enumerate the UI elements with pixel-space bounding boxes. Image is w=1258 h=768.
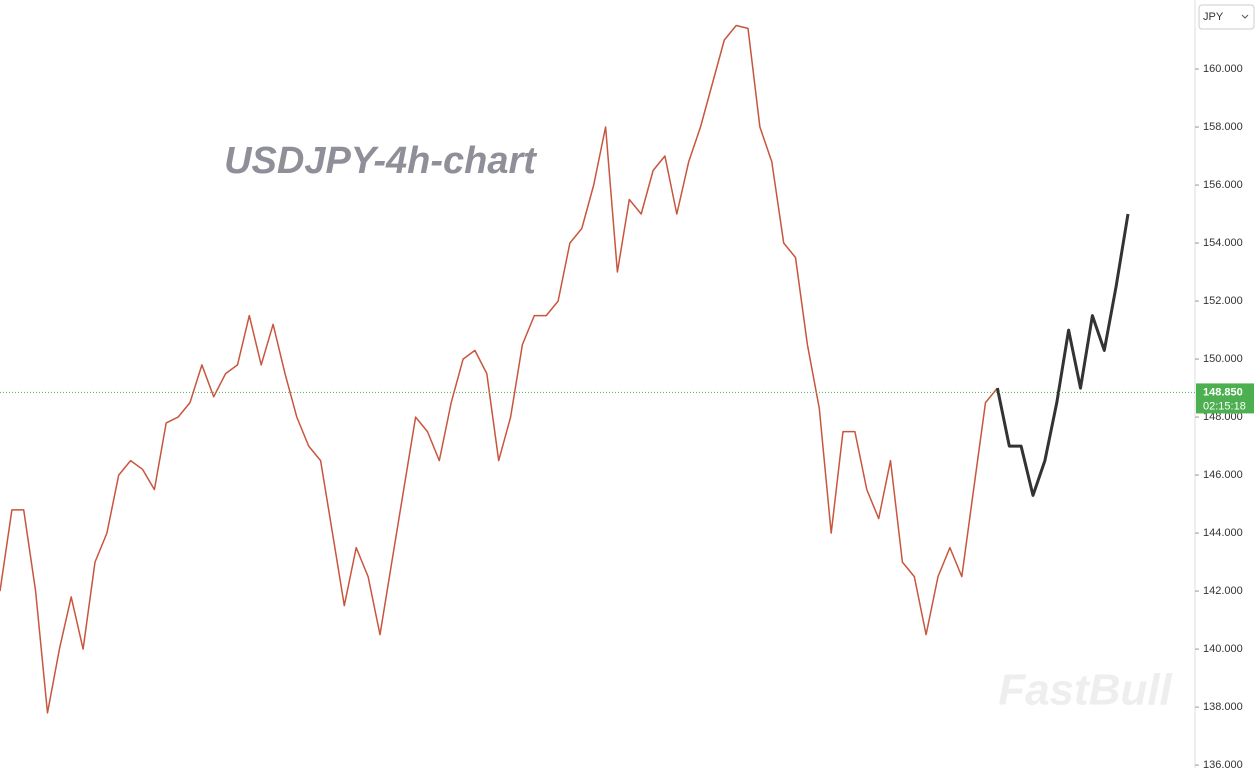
current-price-label: 148.850 [1203,386,1243,398]
y-tick-label: 142.000 [1203,585,1243,597]
y-tick-label: 156.000 [1203,179,1243,191]
y-tick-label: 154.000 [1203,237,1243,249]
y-tick-label: 152.000 [1203,295,1243,307]
countdown-label: 02:15:18 [1203,400,1246,412]
chart-title: USDJPY-4h-chart [224,140,537,182]
y-tick-label: 146.000 [1203,469,1243,481]
y-tick-label: 140.000 [1203,643,1243,655]
dropdown-caret [1241,14,1249,19]
y-tick-label: 138.000 [1203,701,1243,713]
currency-label[interactable]: JPY [1203,11,1224,23]
price-line [0,24,998,714]
current-price-box [1196,383,1254,414]
y-tick-label: 150.000 [1203,353,1243,365]
y-tick-label: 144.000 [1203,527,1243,539]
watermark: FastBull [998,666,1172,715]
y-tick-label: 148.000 [1203,411,1243,423]
y-tick-label: 136.000 [1203,759,1243,768]
y-tick-label: 160.000 [1203,63,1243,75]
price-line [995,213,1130,497]
currency-dropdown[interactable] [1198,4,1255,30]
y-tick-label: 158.000 [1203,121,1243,133]
